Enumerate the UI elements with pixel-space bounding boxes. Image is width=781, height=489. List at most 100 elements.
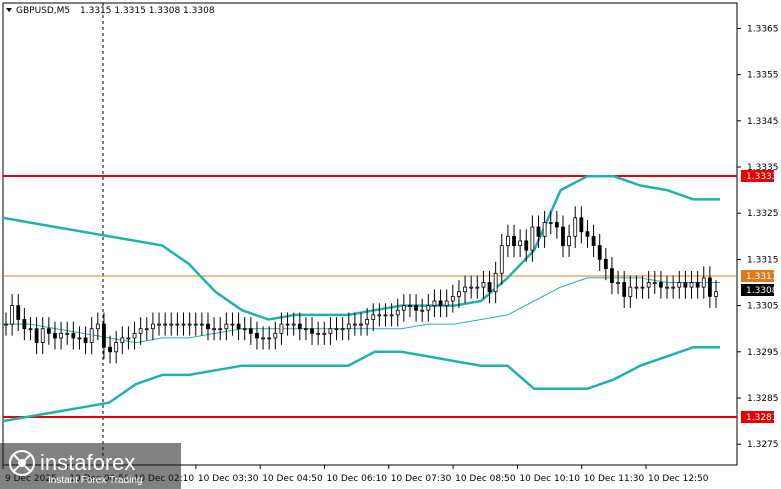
candle-body: [218, 328, 223, 331]
candle-body: [297, 323, 302, 330]
candle-body: [163, 323, 168, 326]
price-axis[interactable]: 1.3365 1.3355 1.3345 1.3335 1.3325 1.3315 1.33…: [737, 24, 779, 450]
candle-body: [157, 323, 161, 326]
candle-body: [212, 328, 217, 331]
instaforex-logo: instaforex Instant Forex Trading: [0, 443, 181, 489]
candle-body: [95, 323, 100, 330]
candle-body: [463, 286, 467, 293]
candle-body: [395, 309, 400, 316]
candle-body: [132, 332, 137, 339]
candle-body: [573, 217, 578, 237]
price-tick-label: 1.3365: [747, 24, 779, 34]
price-tick-label: 1.3315: [747, 255, 779, 265]
candle-body: [457, 291, 461, 297]
candle-body: [175, 323, 180, 326]
candle-body: [83, 337, 88, 343]
candle-body: [603, 259, 608, 270]
candle-body: [426, 305, 431, 311]
candle-body: [389, 314, 394, 317]
candle-body: [493, 272, 498, 293]
candle-body: [126, 337, 131, 340]
candle-body: [432, 300, 437, 307]
candle-body: [310, 328, 314, 334]
candle-body: [487, 282, 492, 293]
candle-body: [499, 245, 504, 274]
candle-body: [665, 286, 669, 289]
candle-body: [659, 282, 663, 288]
candle-body: [108, 346, 112, 353]
support-tag: 1.3281: [746, 413, 778, 423]
time-tick-label: 10 Dec 10:10: [519, 474, 580, 484]
plot-area[interactable]: [2, 2, 738, 466]
candle-body: [689, 282, 694, 288]
candle-body: [114, 342, 119, 353]
candle-body: [65, 332, 70, 335]
time-tick-label: 10 Dec 04:50: [262, 474, 323, 484]
candle-body: [46, 328, 51, 334]
candle-body: [671, 286, 676, 289]
candle-body: [352, 323, 357, 326]
price-tick-label: 1.3325: [747, 209, 779, 219]
candle-body: [469, 286, 474, 289]
candle-body: [316, 332, 321, 335]
candle-body: [181, 323, 186, 326]
candle-body: [640, 286, 645, 289]
price-tick-label: 1.3345: [747, 117, 779, 127]
candle-body: [475, 286, 480, 289]
candle-body: [120, 337, 125, 343]
time-tick-label: 10 Dec 07:30: [391, 474, 452, 484]
candle-body: [273, 332, 278, 339]
candle-body: [408, 305, 412, 308]
candle-body: [199, 323, 204, 326]
candle-body: [567, 235, 572, 246]
resistance-tag-box: [741, 170, 774, 182]
candle-body: [242, 328, 247, 331]
candle-body: [610, 268, 614, 283]
candle-body: [377, 314, 382, 317]
candle-body: [628, 286, 633, 297]
candle-body: [518, 240, 523, 246]
candle-body: [561, 226, 565, 246]
support-tag-box: [741, 411, 774, 423]
candle-body: [371, 314, 376, 320]
candle-body: [34, 328, 39, 343]
logo-brand: instaforex: [40, 450, 135, 475]
candle-body: [267, 337, 272, 340]
candle-body: [206, 323, 210, 330]
logo-tagline: Instant Forex Trading: [48, 475, 143, 486]
candle-body: [291, 323, 296, 326]
candle-body: [346, 323, 351, 330]
candle-body: [224, 323, 229, 330]
chart-header: GBPUSD,M5 1.3315 1.3315 1.3308 1.3308: [6, 6, 215, 16]
candle-body: [236, 323, 241, 330]
price-tick-label: 1.3285: [747, 394, 779, 404]
logo-background: [0, 443, 181, 489]
candle-body: [16, 305, 21, 320]
candle-body: [40, 328, 45, 343]
candle-body: [22, 319, 27, 330]
level-tag: 1.3311: [746, 272, 778, 282]
candle-body: [304, 328, 308, 331]
candle-body: [340, 328, 345, 331]
candle-body: [279, 323, 284, 334]
candle-body: [634, 286, 639, 289]
candle-body: [548, 222, 553, 224]
candle-body: [444, 300, 449, 307]
time-tick-label: 10 Dec 11:30: [584, 474, 645, 484]
candle-body: [169, 323, 174, 326]
candle-body: [701, 277, 706, 288]
candle-body: [187, 323, 192, 326]
candle-body: [77, 337, 82, 340]
candle-body: [53, 332, 57, 339]
candle-body: [144, 328, 149, 331]
candlestick-series: [4, 206, 718, 364]
price-tick-label: 1.3275: [747, 440, 779, 450]
candle-body: [261, 337, 265, 340]
candle-body: [707, 277, 712, 297]
quote-label: 1.3315 1.3315 1.3308 1.3308: [80, 6, 215, 16]
candle-body: [438, 300, 443, 307]
candle-body: [585, 231, 590, 237]
candle-body: [328, 328, 333, 334]
candle-body: [505, 235, 510, 246]
